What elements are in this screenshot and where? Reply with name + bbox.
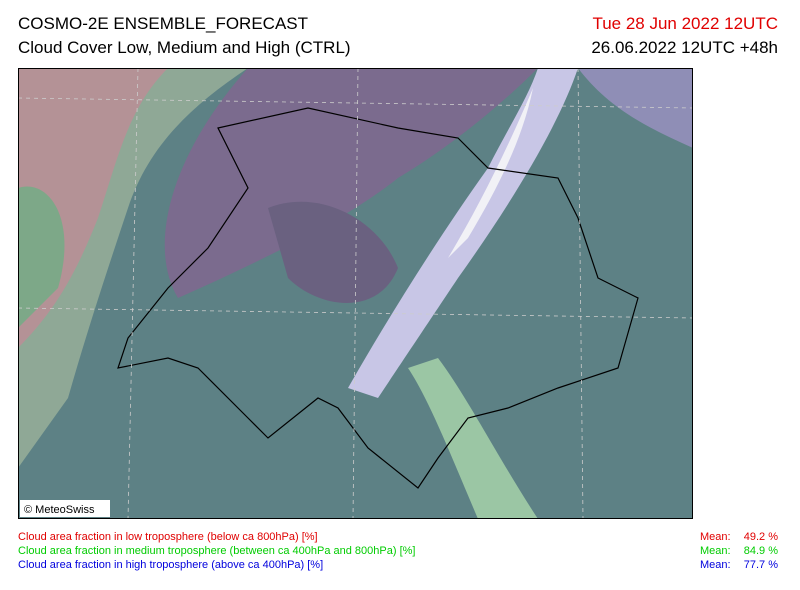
mean-label: Mean: [700,531,731,543]
mean-value: 77.7 % [743,559,778,571]
border [117,107,639,489]
cloud-lilac [578,68,693,148]
run-time: 26.06.2022 12UTC +48h [591,38,778,57]
cloud-dark [268,201,398,303]
cloud-green-south [408,358,538,519]
mean-label: Mean: [700,559,731,571]
legend-label: Cloud area fraction in low troposphere (… [18,531,318,543]
legend-label: Cloud area fraction in high troposphere … [18,559,324,571]
graticule [18,68,693,519]
copyright: © MeteoSwiss [24,504,95,516]
subtitle: Cloud Cover Low, Medium and High (CTRL) [18,38,351,57]
title: COSMO-2E ENSEMBLE_FORECAST [18,14,309,33]
mean-value: 49.2 % [743,531,778,543]
cloud-purple [164,68,538,298]
mean-value: 84.9 % [743,545,778,557]
cloud-green [18,186,65,328]
legend-label: Cloud area fraction in medium tropospher… [18,545,416,557]
copyright-box [20,500,110,517]
mean-label: Mean: [700,545,731,557]
map: © MeteoSwiss [18,68,693,519]
map-frame [18,68,693,519]
valid-time: Tue 28 Jun 2022 12UTC [592,14,778,33]
